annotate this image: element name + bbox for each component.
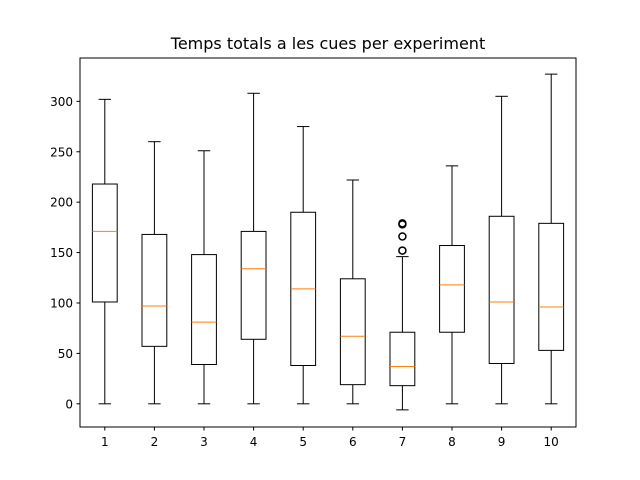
- y-tick-label: 250: [50, 145, 73, 159]
- box-iqr: [339, 278, 366, 386]
- box-iqr: [191, 254, 217, 365]
- box-iqr: [488, 215, 515, 364]
- box-group-7: [389, 219, 416, 411]
- x-tick-label: 5: [299, 435, 307, 449]
- x-tick-label: 1: [101, 435, 109, 449]
- x-tick-label: 4: [250, 435, 258, 449]
- axes-frame: [79, 57, 577, 428]
- box-group-1: [91, 98, 118, 405]
- x-tick-label: 3: [200, 435, 208, 449]
- y-tick-label: 300: [50, 95, 73, 109]
- box-iqr: [141, 233, 168, 347]
- box-iqr: [538, 222, 565, 351]
- y-tick-label: 50: [58, 347, 73, 361]
- box-group-3: [191, 150, 217, 405]
- y-tick-label: 100: [50, 296, 73, 310]
- x-tick-label: 8: [448, 435, 456, 449]
- outlier-point: [398, 246, 407, 255]
- box-iqr: [91, 183, 118, 303]
- x-tick-label: 9: [498, 435, 506, 449]
- box-group-5: [290, 126, 317, 405]
- box-group-8: [439, 165, 465, 405]
- x-tick-label: 2: [151, 435, 159, 449]
- y-tick-label: 200: [50, 196, 73, 210]
- box-group-2: [141, 141, 168, 405]
- x-tick-label: 10: [544, 435, 559, 449]
- x-tick-label: 6: [349, 435, 357, 449]
- outlier-point: [398, 232, 407, 241]
- axis-ticks: 0 50 100 150 200 250 300 1 2 3 4 5 6 7 8 9 10: [50, 95, 559, 449]
- box-group-6: [339, 179, 366, 405]
- x-tick-label: 7: [399, 435, 407, 449]
- y-tick-label: 150: [50, 246, 73, 260]
- box-group-10: [538, 73, 565, 405]
- box-iqr: [389, 331, 416, 387]
- box-iqr: [439, 245, 465, 333]
- box-iqr: [240, 230, 267, 340]
- y-tick-label: 0: [65, 397, 73, 411]
- box-group-9: [488, 95, 515, 405]
- box-group-4: [240, 92, 267, 405]
- outlier-point: [398, 219, 407, 228]
- chart-title: Temps totals a les cues per experiment: [170, 34, 485, 53]
- plot-area: [91, 73, 565, 411]
